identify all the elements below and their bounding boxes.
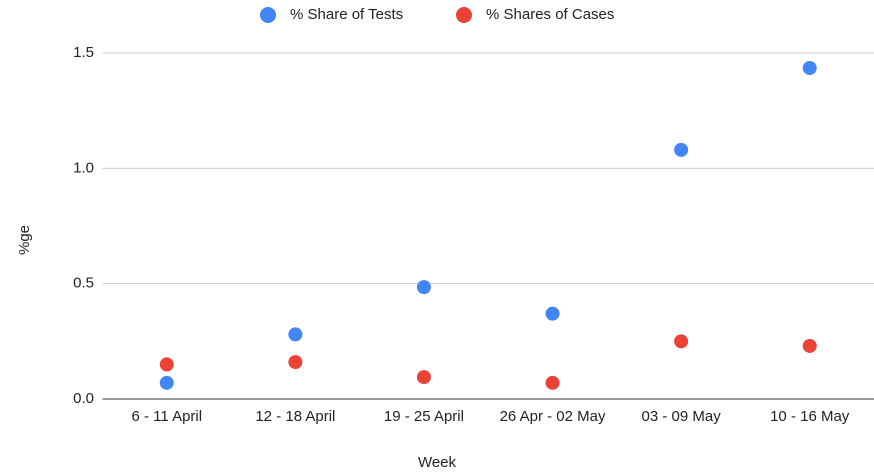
x-tick-label: 12 - 18 April (255, 408, 335, 425)
point (416, 370, 431, 385)
point (416, 280, 431, 295)
legend-label: % Shares of Cases (486, 6, 614, 23)
x-tick-label: 03 - 09 May (642, 408, 722, 425)
point (545, 375, 560, 390)
x-axis-label: Week (418, 454, 457, 471)
y-tick-label: 0.5 (73, 275, 94, 292)
x-tick-label: 26 Apr - 02 May (500, 408, 606, 425)
x-tick-label: 19 - 25 April (384, 408, 464, 425)
y-tick-label: 1.5 (73, 44, 94, 61)
point (802, 338, 817, 353)
x-tick-label: 6 - 11 April (131, 408, 202, 425)
x-tick-label: 10 - 16 May (770, 408, 850, 425)
y-axis-label: %ge (16, 225, 33, 255)
point (159, 357, 174, 372)
legend-label: % Share of Tests (290, 6, 403, 23)
point (288, 327, 303, 342)
point (159, 375, 174, 390)
point (545, 306, 560, 321)
y-tick-label: 1.0 (73, 159, 94, 176)
point (674, 334, 689, 349)
legend-marker (456, 7, 472, 23)
y-tick-label: 0.0 (73, 390, 94, 407)
legend-marker (260, 7, 276, 23)
point (802, 60, 817, 75)
point (288, 355, 303, 370)
point (674, 142, 689, 157)
